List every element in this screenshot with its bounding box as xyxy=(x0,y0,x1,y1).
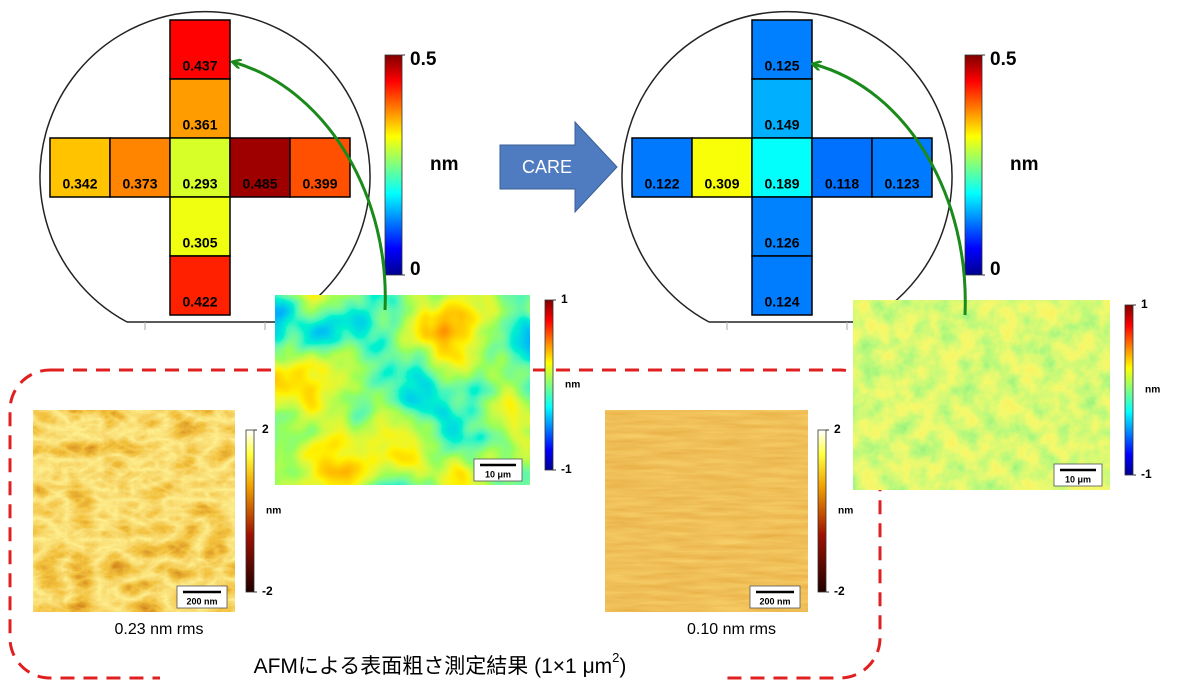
colorbar-label: 2 xyxy=(834,422,841,436)
wafer-cell xyxy=(169,19,231,80)
colorbar-unit: nm xyxy=(1010,154,1039,175)
colorbar-label: 0.5 xyxy=(990,49,1017,70)
colorbar-label: 0 xyxy=(990,259,1001,280)
wafer-cell xyxy=(169,255,231,316)
cell-value: 0.189 xyxy=(764,176,799,192)
wafer-cell xyxy=(811,137,873,198)
cell-value: 0.422 xyxy=(182,294,217,310)
colorbar-label: -1 xyxy=(1141,467,1152,481)
colorbar-label: 1 xyxy=(1141,297,1148,311)
process-label: CARE xyxy=(522,157,572,177)
wafer-cell xyxy=(49,137,111,198)
wafer-cell xyxy=(289,137,351,198)
link-arrow xyxy=(813,64,967,316)
cell-value: 0.118 xyxy=(825,176,859,192)
afm-image xyxy=(604,409,809,613)
colorbar-label: 1 xyxy=(561,292,568,306)
scale-bar-label: 200 nm xyxy=(759,596,790,606)
colorbar xyxy=(245,429,255,593)
cell-value: 0.437 xyxy=(182,58,217,74)
afm-image xyxy=(852,299,1111,491)
colorbar-label: 2 xyxy=(262,422,269,436)
cell-value: 0.361 xyxy=(182,117,217,133)
colorbar xyxy=(964,54,983,276)
scale-bar-label: 10 μm xyxy=(485,469,511,479)
roughness-label: 0.10 nm rms xyxy=(687,621,776,638)
colorbar-unit: nm xyxy=(838,506,853,517)
wafer-cell xyxy=(751,19,813,80)
colorbar-label: -2 xyxy=(834,584,845,598)
cell-value: 0.122 xyxy=(644,176,679,192)
colorbar-unit: nm xyxy=(1145,385,1160,396)
cell-value: 0.373 xyxy=(122,176,157,192)
cell-value: 0.485 xyxy=(242,176,277,192)
wafer-cell xyxy=(751,255,813,316)
colorbar-unit: nm xyxy=(430,154,459,175)
cell-value: 0.309 xyxy=(704,176,739,192)
scale-bar-label: 10 μm xyxy=(1065,474,1091,484)
cell-value: 0.123 xyxy=(884,176,919,192)
cell-value: 0.125 xyxy=(764,58,799,74)
cell-value: 0.149 xyxy=(764,117,799,133)
scale-bar-label: 200 nm xyxy=(186,596,217,606)
afm-image xyxy=(274,294,531,486)
colorbar xyxy=(544,299,554,471)
wafer-cell xyxy=(169,78,231,139)
caption: AFMによる表面粗さ測定結果 (1×1 μm2) xyxy=(254,650,627,677)
cell-value: 0.126 xyxy=(764,235,799,251)
afm-image xyxy=(32,409,236,613)
wafer-cell xyxy=(751,78,813,139)
wafer-cell xyxy=(751,137,813,198)
colorbar-unit: nm xyxy=(565,380,580,391)
cell-value: 0.293 xyxy=(182,176,217,192)
colorbar-label: 0.5 xyxy=(410,49,437,70)
roughness-label: 0.23 nm rms xyxy=(115,621,204,638)
colorbar-label: 0 xyxy=(410,259,421,280)
colorbar xyxy=(817,429,827,593)
wafer-cell xyxy=(109,137,171,198)
wafer-cell xyxy=(751,196,813,257)
cell-value: 0.399 xyxy=(302,176,337,192)
process-arrow xyxy=(499,120,618,214)
wafer-cell xyxy=(169,137,231,198)
cell-value: 0.124 xyxy=(764,294,799,310)
link-arrow xyxy=(233,62,387,311)
cell-value: 0.305 xyxy=(182,235,217,251)
colorbar xyxy=(384,54,403,276)
colorbar xyxy=(1124,304,1134,476)
colorbar-label: -2 xyxy=(262,584,273,598)
cell-value: 0.342 xyxy=(62,176,97,192)
caption-bg xyxy=(160,652,720,682)
colorbar-label: -1 xyxy=(561,462,572,476)
colorbar-unit: nm xyxy=(266,506,281,517)
